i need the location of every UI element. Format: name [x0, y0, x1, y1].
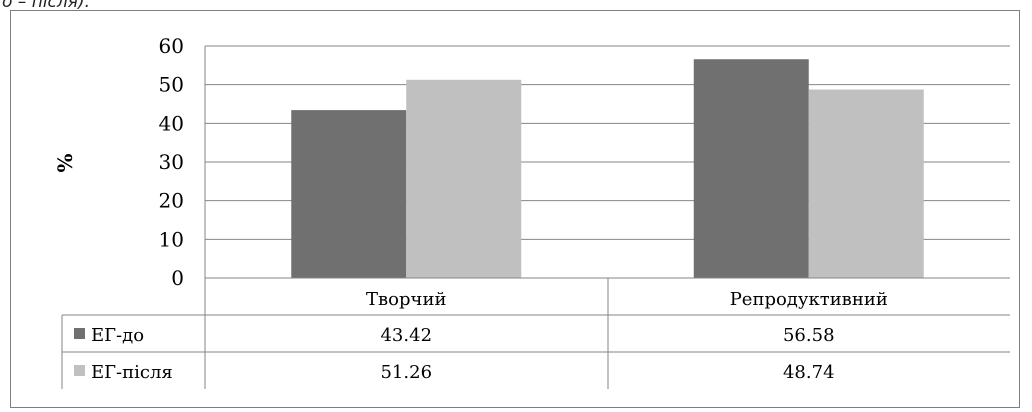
x-category-label: Репродуктивний	[730, 289, 888, 310]
chart-frame	[10, 10, 1020, 408]
y-axis-label: %	[53, 153, 77, 172]
bar-before-0	[291, 110, 407, 278]
legend-series-name: ЕГ-після	[91, 362, 173, 383]
y-tick-label: 30	[159, 150, 184, 174]
x-category-label: Творчий	[366, 289, 446, 310]
bar-before-1	[693, 59, 809, 278]
data-value-label: 43.42	[380, 325, 432, 346]
y-tick-label: 60	[159, 34, 184, 58]
y-tick-label: 50	[159, 73, 184, 97]
legend-series-name: ЕГ-до	[91, 325, 144, 346]
y-tick-label: 0	[171, 266, 184, 290]
bar-after-1	[808, 89, 924, 278]
y-tick-label: 10	[159, 227, 184, 251]
data-value-label: 48.74	[783, 362, 835, 383]
caption-fragment: о – після).	[2, 0, 91, 12]
data-value-label: 51.26	[380, 362, 432, 383]
y-tick-label: 20	[159, 189, 184, 213]
legend-key-before	[74, 328, 85, 339]
y-tick-label: 40	[159, 111, 184, 135]
data-value-label: 56.58	[783, 325, 835, 346]
legend-key-after	[74, 365, 85, 376]
bar-after-0	[406, 79, 522, 278]
